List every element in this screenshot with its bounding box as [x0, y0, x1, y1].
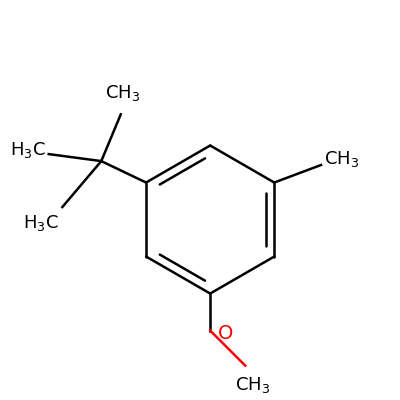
Text: H$_3$C: H$_3$C: [10, 140, 46, 160]
Text: CH$_3$: CH$_3$: [235, 375, 270, 395]
Text: O: O: [218, 324, 233, 343]
Text: CH$_3$: CH$_3$: [105, 83, 140, 103]
Text: CH$_3$: CH$_3$: [324, 149, 359, 169]
Text: H$_3$C: H$_3$C: [24, 213, 59, 233]
